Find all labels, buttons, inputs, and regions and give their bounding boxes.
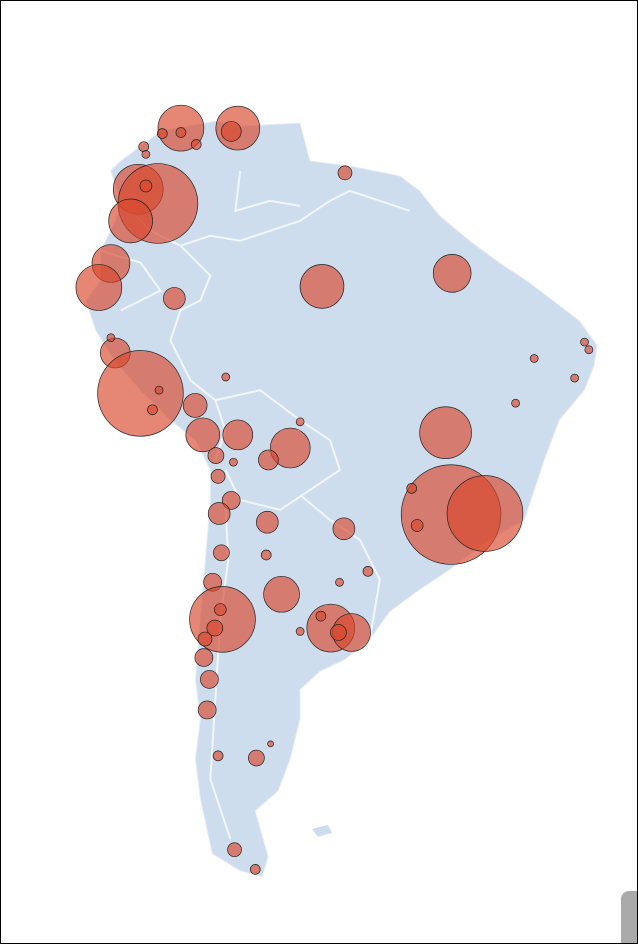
- bubble: [249, 864, 261, 875]
- bubble: [580, 337, 589, 347]
- bubble: [299, 264, 345, 309]
- bubble: [154, 385, 164, 395]
- bubble: [584, 345, 594, 355]
- bubble: [138, 141, 150, 153]
- bubble: [197, 631, 213, 647]
- bubble: [139, 179, 153, 193]
- bubble: [106, 333, 116, 343]
- bubble: [227, 842, 242, 858]
- bubble: [260, 549, 272, 561]
- border: [169, 245, 227, 461]
- bubble: [175, 127, 187, 138]
- bubble: [335, 577, 344, 587]
- bubble: [156, 128, 168, 139]
- bubble: [75, 264, 123, 311]
- bubble: [213, 544, 230, 562]
- bubble: [529, 354, 539, 363]
- bubble: [406, 483, 418, 494]
- bubble: [163, 287, 186, 310]
- bubble: [200, 670, 219, 689]
- bubble: [207, 502, 231, 525]
- bubble: [337, 165, 353, 181]
- bubble: [315, 610, 327, 622]
- bubble: [97, 350, 184, 437]
- island: [312, 824, 332, 837]
- border: [299, 494, 381, 640]
- bubble: [147, 404, 158, 416]
- bubble: [220, 121, 242, 142]
- bubble: [197, 700, 217, 720]
- land: [85, 120, 598, 878]
- border: [215, 389, 342, 511]
- bubble: [419, 406, 472, 459]
- bubble: [212, 750, 224, 762]
- bubble: [185, 417, 221, 453]
- bubble: [213, 603, 227, 616]
- bubble: [210, 469, 226, 484]
- bubble: [295, 627, 305, 636]
- bubble: [229, 457, 238, 467]
- bubble: [295, 417, 305, 427]
- bubble: [194, 648, 214, 667]
- bubble: [190, 139, 202, 150]
- bubble: [221, 491, 241, 510]
- bubble: [330, 624, 347, 641]
- bubbles: [75, 104, 594, 875]
- bubble: [511, 398, 520, 408]
- bubble: [410, 519, 424, 532]
- border: [234, 170, 301, 213]
- bubble: [446, 475, 524, 552]
- bubble: [182, 393, 208, 418]
- bubble: [206, 619, 224, 637]
- bubble: [221, 372, 231, 382]
- bubble: [222, 419, 254, 451]
- bubble: [570, 373, 579, 383]
- bubble: [258, 449, 279, 471]
- bubble: [267, 740, 274, 748]
- bubble: [263, 575, 300, 613]
- scroll-handle[interactable]: [621, 891, 637, 943]
- bubble: [248, 749, 265, 767]
- bubble: [432, 254, 472, 293]
- bubble: [256, 510, 279, 534]
- bubble: [332, 517, 356, 541]
- bubble: [141, 149, 151, 159]
- bubble: [207, 447, 225, 464]
- bubble: [270, 427, 311, 469]
- bubble: [108, 198, 153, 244]
- bubble: [362, 566, 374, 577]
